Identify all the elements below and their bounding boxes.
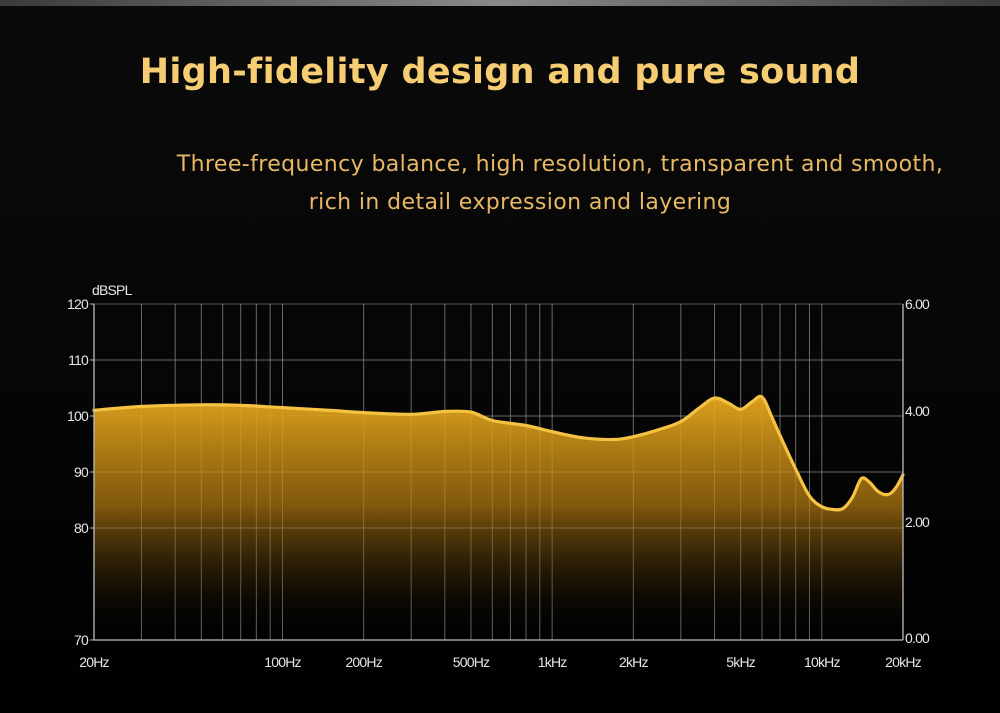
y-tick-label: 110 bbox=[68, 352, 89, 368]
plot-frame bbox=[90, 303, 904, 641]
page-subtitle: Three-frequency balance, high resolution… bbox=[60, 146, 980, 222]
x-tick-label: 5kHz bbox=[726, 654, 755, 670]
x-tick-label: 1kHz bbox=[538, 654, 567, 670]
y-right-tick-label: 2.00 bbox=[905, 514, 930, 530]
x-tick-label: 20kHz bbox=[885, 654, 921, 670]
page-title: High-fidelity design and pure sound bbox=[139, 52, 861, 92]
y-tick-label: 70 bbox=[74, 632, 89, 648]
y-axis-unit-label: dBSPL bbox=[92, 282, 133, 298]
x-tick-label: 20Hz bbox=[79, 654, 109, 670]
y-tick-label: 90 bbox=[74, 464, 89, 480]
subtitle-line-2: rich in detail expression and layering bbox=[308, 190, 732, 215]
response-area-fill bbox=[94, 396, 903, 640]
y-right-tick-label: 0.00 bbox=[905, 630, 930, 646]
y-right-tick-label: 6.00 bbox=[905, 296, 930, 312]
response-curve bbox=[92, 394, 905, 512]
x-tick-label: 200Hz bbox=[345, 654, 382, 670]
curve-layer bbox=[92, 394, 905, 512]
y-tick-label: 100 bbox=[67, 408, 89, 424]
y-tick-label: 80 bbox=[74, 520, 89, 536]
area-fill-layer bbox=[94, 396, 903, 640]
subtitle-line-1: Three-frequency balance, high resolution… bbox=[176, 152, 944, 177]
x-tick-label: 10kHz bbox=[804, 654, 840, 670]
top-edge-bar bbox=[0, 0, 1000, 6]
y-tick-label: 120 bbox=[67, 296, 89, 312]
x-tick-label: 100Hz bbox=[264, 654, 301, 670]
y-right-tick-label: 4.00 bbox=[905, 403, 930, 419]
x-tick-label: 2kHz bbox=[619, 654, 648, 670]
x-tick-label: 500Hz bbox=[453, 654, 490, 670]
